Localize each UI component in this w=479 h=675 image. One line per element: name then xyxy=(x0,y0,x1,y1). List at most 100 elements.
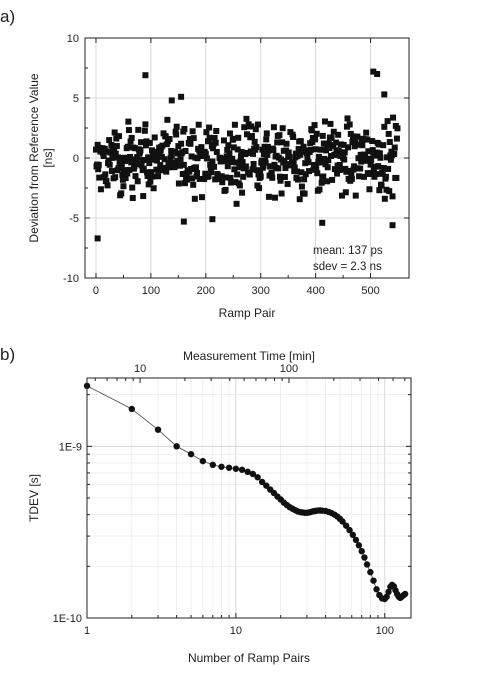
panel-b-ticks: 1 10 100 10 100 1E-10 1E-9 xyxy=(53,363,411,637)
scatter-point xyxy=(277,177,284,184)
panel-b-x-tick-label: 10 xyxy=(230,625,242,637)
scatter-point xyxy=(234,171,241,178)
scatter-point xyxy=(244,131,250,138)
scatter-point xyxy=(233,200,240,207)
scatter-point xyxy=(125,127,132,134)
scatter-point xyxy=(379,170,386,177)
panel-a-mean-annotation: mean: 137 ps xyxy=(313,245,383,257)
scatter-point xyxy=(244,149,251,156)
scatter-point xyxy=(142,142,149,149)
scatter-point xyxy=(205,138,212,145)
scatter-point xyxy=(258,157,265,164)
scatter-point xyxy=(232,179,239,186)
scatter-point xyxy=(312,146,319,153)
scatter-point xyxy=(368,156,375,163)
scatter-point xyxy=(370,68,377,75)
scatter-point xyxy=(363,129,370,136)
scatter-point xyxy=(290,134,297,141)
scatter-point xyxy=(103,148,110,155)
scatter-point xyxy=(274,139,281,146)
scatter-point xyxy=(180,161,187,168)
panel-a-x-tick-label: 400 xyxy=(306,285,324,297)
scatter-point xyxy=(381,91,388,98)
scatter-point xyxy=(291,164,298,171)
scatter-point xyxy=(179,149,186,156)
scatter-point xyxy=(181,180,188,187)
scatter-point xyxy=(352,192,359,199)
scatter-point xyxy=(109,154,116,161)
panel-a-label: a) xyxy=(0,7,15,26)
scatter-point xyxy=(148,156,155,163)
tdev-point xyxy=(244,468,251,476)
panel-b-x-tick-label: 1 xyxy=(84,625,90,637)
scatter-point xyxy=(238,148,245,155)
scatter-point xyxy=(321,155,328,162)
scatter-point xyxy=(341,149,348,156)
scatter-point xyxy=(211,163,218,170)
scatter-point xyxy=(97,186,104,193)
scatter-point xyxy=(317,146,324,153)
scatter-point xyxy=(106,137,113,144)
scatter-point xyxy=(112,174,119,181)
scatter-point xyxy=(223,174,230,181)
scatter-point xyxy=(182,147,189,154)
panel-b-x-axis-label: Number of Ramp Pairs xyxy=(188,651,310,665)
scatter-point xyxy=(332,151,339,158)
panel-a-ticks: 0 100 200 300 400 500 -10 -5 0 5 10 xyxy=(63,33,409,297)
panel-b-top-tick-label: 10 xyxy=(134,363,146,375)
scatter-point xyxy=(271,161,278,168)
tdev-point xyxy=(352,536,360,544)
panel-a-x-tick-label: 500 xyxy=(361,285,379,297)
scatter-point xyxy=(326,144,333,151)
scatter-point xyxy=(391,144,398,151)
panel-a-y-tick-label: 0 xyxy=(73,153,79,165)
scatter-point xyxy=(207,161,214,168)
tdev-point xyxy=(173,443,180,450)
scatter-point xyxy=(329,176,336,183)
scatter-point xyxy=(331,166,338,173)
scatter-point xyxy=(307,146,314,153)
panel-a: a) 0 100 200 300 400 500 -10 -5 0 5 10 Ramp Pair D… xyxy=(0,7,410,320)
scatter-point xyxy=(356,173,363,180)
scatter-point xyxy=(129,195,136,202)
scatter-point xyxy=(295,145,302,152)
scatter-point xyxy=(389,193,396,200)
scatter-point xyxy=(240,173,247,180)
scatter-point xyxy=(335,131,342,138)
scatter-point xyxy=(116,133,123,140)
scatter-point xyxy=(367,161,374,168)
scatter-point xyxy=(134,154,141,161)
tdev-point xyxy=(218,463,225,470)
scatter-point xyxy=(203,129,210,136)
scatter-point xyxy=(166,136,173,143)
scatter-point xyxy=(103,177,110,184)
scatter-point xyxy=(196,175,203,182)
scatter-point xyxy=(381,195,388,202)
scatter-point xyxy=(118,190,125,197)
scatter-point xyxy=(208,169,215,176)
scatter-point xyxy=(159,142,166,149)
scatter-point xyxy=(313,130,320,137)
scatter-point xyxy=(339,192,346,199)
tdev-point xyxy=(342,522,350,529)
scatter-point xyxy=(362,151,369,158)
scatter-point xyxy=(189,128,196,135)
scatter-point xyxy=(155,173,162,180)
scatter-point xyxy=(147,178,154,185)
scatter-point xyxy=(100,152,107,159)
scatter-point xyxy=(348,171,355,178)
scatter-point xyxy=(236,164,243,171)
tdev-point xyxy=(346,526,353,534)
scatter-point xyxy=(142,121,149,128)
scatter-point xyxy=(206,124,213,131)
scatter-point xyxy=(368,170,375,177)
scatter-point xyxy=(187,165,194,172)
scatter-point xyxy=(209,158,216,165)
scatter-point xyxy=(268,169,275,176)
scatter-point xyxy=(334,170,341,177)
scatter-point xyxy=(133,161,140,168)
panel-b: b) Measurement Time [min] 1 10 100 10 100 1E-… xyxy=(0,345,412,665)
scatter-point xyxy=(145,154,152,161)
scatter-point xyxy=(257,173,264,180)
scatter-point xyxy=(387,156,394,163)
